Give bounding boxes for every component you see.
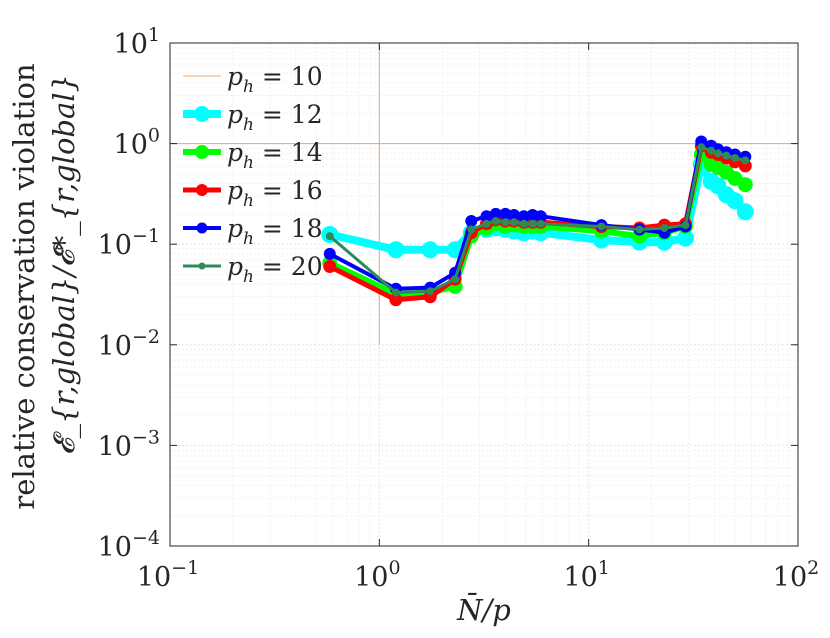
legend-item-1: ph = 10 xyxy=(183,62,323,97)
legend-swatch-marker xyxy=(195,145,209,159)
x-tick-label: 101 xyxy=(563,557,609,593)
data-point xyxy=(323,247,336,260)
y-tick-label: 10−1 xyxy=(98,225,160,261)
data-point xyxy=(635,225,644,234)
data-point xyxy=(707,146,716,155)
y-tick-label: 10−4 xyxy=(98,527,160,563)
data-point xyxy=(726,192,744,210)
legend-item-2: ph = 12 xyxy=(183,100,323,135)
data-point xyxy=(536,219,545,228)
data-point xyxy=(323,260,337,273)
data-point xyxy=(451,275,460,284)
y-tick-label: 10−3 xyxy=(98,426,160,462)
legend-label: ph = 10 xyxy=(227,62,323,97)
data-point xyxy=(528,219,537,228)
data-point xyxy=(501,218,510,227)
data-point xyxy=(426,287,435,296)
y-tick-label: 101 xyxy=(114,24,160,60)
legend-label: ph = 20 xyxy=(227,252,323,287)
reference-lines xyxy=(170,43,798,345)
y-tick-label: 10−2 xyxy=(98,326,160,362)
x-tick-label: 10−1 xyxy=(137,557,199,593)
legend-swatch-marker xyxy=(196,222,208,234)
y-tick-label: 100 xyxy=(114,125,160,161)
legend-label: ph = 18 xyxy=(227,214,323,249)
series-group xyxy=(321,135,754,307)
axes-box xyxy=(169,42,799,547)
data-point xyxy=(737,177,753,193)
legend-swatch-marker xyxy=(198,262,206,270)
y-axis-label-line2: 𝓔_{r,global}/𝓔*_{r,global} xyxy=(47,74,82,455)
data-point xyxy=(467,225,476,234)
legend-item-5: ph = 18 xyxy=(183,214,323,249)
data-point xyxy=(519,219,528,228)
data-point xyxy=(714,149,722,158)
legend-label: ph = 14 xyxy=(227,138,323,173)
data-point xyxy=(387,241,405,259)
legend-swatch-marker xyxy=(196,184,208,196)
data-point xyxy=(510,218,518,227)
data-point xyxy=(491,217,500,225)
legend-item-6: ph = 20 xyxy=(183,252,323,287)
x-tick-label: 100 xyxy=(354,557,400,593)
data-point xyxy=(736,203,754,221)
data-point xyxy=(482,219,491,228)
data-point xyxy=(697,143,706,152)
legend-item-3: ph = 14 xyxy=(183,138,323,173)
y-axis-label-line1: relative conservation violation xyxy=(7,63,41,509)
data-point xyxy=(597,222,606,231)
data-point xyxy=(681,221,690,230)
data-point xyxy=(731,154,739,162)
ticks: 10−1 100 101 102 10−4 10−3 10−2 10−1 100 101 xyxy=(98,24,820,593)
x-axis-label: N̄/p xyxy=(456,592,511,627)
data-point xyxy=(741,156,750,165)
grid xyxy=(170,43,798,546)
x-tick-label: 102 xyxy=(773,557,819,593)
data-point xyxy=(660,224,669,232)
series-6 xyxy=(325,143,750,297)
data-point xyxy=(391,288,400,297)
data-point xyxy=(465,215,478,227)
data-point xyxy=(325,232,334,241)
legend-swatch-marker xyxy=(194,106,210,122)
legend-label: ph = 16 xyxy=(227,176,323,211)
legend-label: ph = 12 xyxy=(227,100,323,135)
data-point xyxy=(722,151,731,160)
data-point xyxy=(421,241,439,259)
legend-item-4: ph = 16 xyxy=(183,176,323,211)
